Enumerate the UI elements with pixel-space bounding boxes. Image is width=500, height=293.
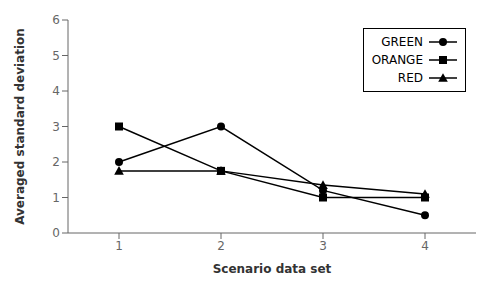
html-text:GREEN: GREEN (381, 35, 423, 49)
svg-text:2: 2 (217, 239, 225, 253)
svg-text:1: 1 (52, 191, 60, 205)
svg-text:0: 0 (52, 226, 60, 240)
svg-text:6: 6 (52, 13, 60, 27)
svg-text:3: 3 (319, 239, 327, 253)
svg-text:4: 4 (421, 239, 429, 253)
svg-text:Averaged standard deviation: Averaged standard deviation (13, 28, 27, 225)
svg-text:1: 1 (115, 239, 123, 253)
svg-text:3: 3 (52, 120, 60, 134)
html-text:RED: RED (397, 71, 423, 85)
html-text:ORANGE: ORANGE (371, 53, 423, 67)
svg-text:2: 2 (52, 155, 60, 169)
svg-text:5: 5 (52, 49, 60, 63)
svg-text:4: 4 (52, 84, 60, 98)
svg-text:Scenario data set: Scenario data set (213, 262, 332, 276)
